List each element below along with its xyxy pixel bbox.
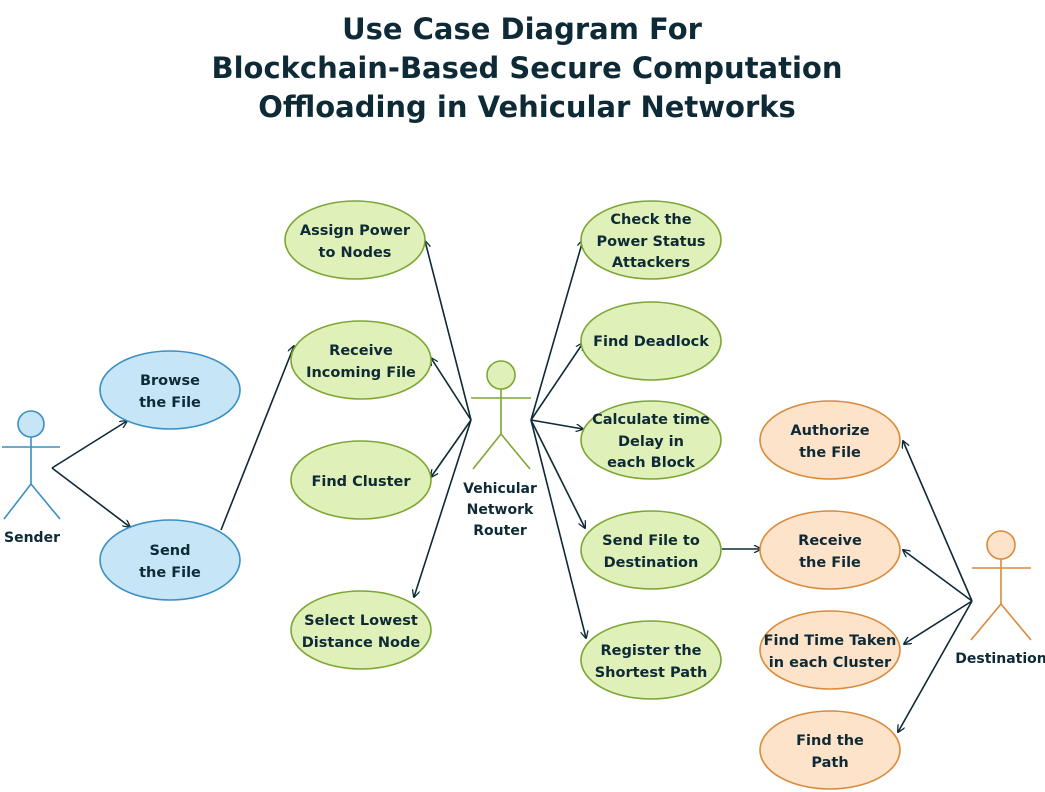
use-case-label: Send File to bbox=[602, 533, 700, 549]
arrow-router-check-power bbox=[530, 240, 583, 421]
use-case-label: Receive bbox=[798, 533, 862, 549]
use-case-label: Find Deadlock bbox=[593, 334, 709, 350]
actor-router-label-line-2: Network bbox=[467, 502, 534, 518]
use-case-label: Power Status bbox=[596, 234, 705, 250]
arrow-router-register-path bbox=[530, 419, 586, 638]
title-line-3: Offloading in Vehicular Networks bbox=[258, 90, 796, 124]
arrow-router-assign-power bbox=[425, 241, 472, 421]
arrow-router-send-to-dest bbox=[530, 419, 585, 528]
use-case-label: Path bbox=[811, 755, 848, 771]
use-case-label: the File bbox=[139, 395, 201, 411]
arrow-destination-find-path bbox=[898, 600, 973, 732]
actor-sender: Sender bbox=[2, 410, 61, 546]
actor-router-label-line-1: Vehicular bbox=[463, 481, 537, 497]
use-case-label: Distance Node bbox=[302, 635, 421, 651]
use-case-label: Register the bbox=[600, 643, 701, 659]
actor-destination-label: Destination bbox=[955, 651, 1045, 667]
use-case-label: Shortest Path bbox=[595, 665, 708, 681]
arrow-destination-receive bbox=[903, 550, 973, 602]
arrow-sender-send bbox=[51, 467, 130, 527]
actor-router: Vehicular Network Router bbox=[463, 360, 537, 539]
diagram-title: Use Case Diagram For Blockchain-Based Se… bbox=[211, 12, 842, 124]
use-case-label: Select Lowest bbox=[304, 613, 418, 629]
arrow-router-find-deadlock bbox=[530, 343, 583, 421]
use-case-label: Check the bbox=[610, 212, 691, 228]
use-case-select-lowest-distance: Select Lowest Distance Node bbox=[290, 590, 432, 670]
actor-sender-label: Sender bbox=[4, 530, 60, 546]
use-case-label: Calculate time bbox=[592, 412, 710, 428]
use-case-label: Find Cluster bbox=[311, 474, 411, 490]
use-case-label: Browse bbox=[140, 373, 200, 389]
arrow-router-select-lowest bbox=[414, 419, 472, 597]
use-case-find-deadlock: Find Deadlock bbox=[580, 301, 722, 381]
use-case-register-shortest-path: Register the Shortest Path bbox=[580, 620, 722, 700]
use-case-find-path: Find the Path bbox=[759, 710, 901, 790]
arrow-router-receive-incoming bbox=[431, 358, 472, 421]
use-case-assign-power: Assign Power to Nodes bbox=[284, 200, 426, 280]
use-case-label: Receive bbox=[329, 343, 393, 359]
stick-figure-icon bbox=[970, 530, 1032, 641]
use-case-find-cluster: Find Cluster bbox=[290, 440, 432, 520]
use-case-label: Incoming File bbox=[306, 365, 416, 381]
use-case-label: Assign Power bbox=[300, 223, 411, 239]
use-case-calculate-time-delay: Calculate time Delay in each Block bbox=[580, 400, 722, 480]
use-case-authorize-file: Authorize the File bbox=[759, 400, 901, 480]
use-case-label: each Block bbox=[607, 455, 695, 471]
arrow-sender-browse bbox=[51, 421, 127, 469]
use-case-label: Attackers bbox=[612, 255, 690, 271]
use-case-send-file: Send the File bbox=[99, 519, 241, 601]
use-case-label: the File bbox=[799, 445, 861, 461]
actor-router-label-line-3: Router bbox=[473, 523, 527, 539]
use-case-label: Delay in bbox=[618, 434, 684, 450]
title-line-2: Blockchain-Based Secure Computation bbox=[211, 51, 842, 85]
title-line-1: Use Case Diagram For bbox=[342, 12, 703, 46]
use-case-label: Find the bbox=[796, 733, 864, 749]
arrow-router-calc-delay bbox=[530, 419, 583, 429]
use-case-label: Destination bbox=[604, 555, 699, 571]
use-case-check-power-status: Check the Power Status Attackers bbox=[580, 200, 722, 280]
actor-destination: Destination bbox=[955, 530, 1045, 667]
use-case-label: in each Cluster bbox=[769, 655, 892, 671]
use-case-browse-file: Browse the File bbox=[99, 350, 241, 430]
use-case-receive-file: Receive the File bbox=[759, 510, 901, 590]
use-case-label: the File bbox=[139, 565, 201, 581]
use-case-receive-incoming-file: Receive Incoming File bbox=[290, 320, 432, 400]
arrow-router-find-cluster bbox=[431, 419, 472, 477]
association-arrows bbox=[51, 240, 973, 732]
use-case-find-time-taken: Find Time Taken in each Cluster bbox=[759, 610, 901, 690]
use-case-label: Send bbox=[150, 543, 191, 559]
use-case-label: to Nodes bbox=[319, 245, 392, 261]
use-case-label: Authorize bbox=[790, 423, 869, 439]
arrow-send-receive-incoming bbox=[220, 346, 294, 531]
stick-figure-icon bbox=[2, 410, 61, 520]
use-case-send-file-to-destination: Send File to Destination bbox=[580, 510, 722, 590]
stick-figure-icon bbox=[471, 360, 531, 470]
arrow-destination-find-time bbox=[904, 600, 973, 644]
use-case-label: the File bbox=[799, 555, 861, 571]
arrow-destination-authorize bbox=[903, 441, 973, 602]
use-case-label: Find Time Taken bbox=[764, 633, 897, 649]
